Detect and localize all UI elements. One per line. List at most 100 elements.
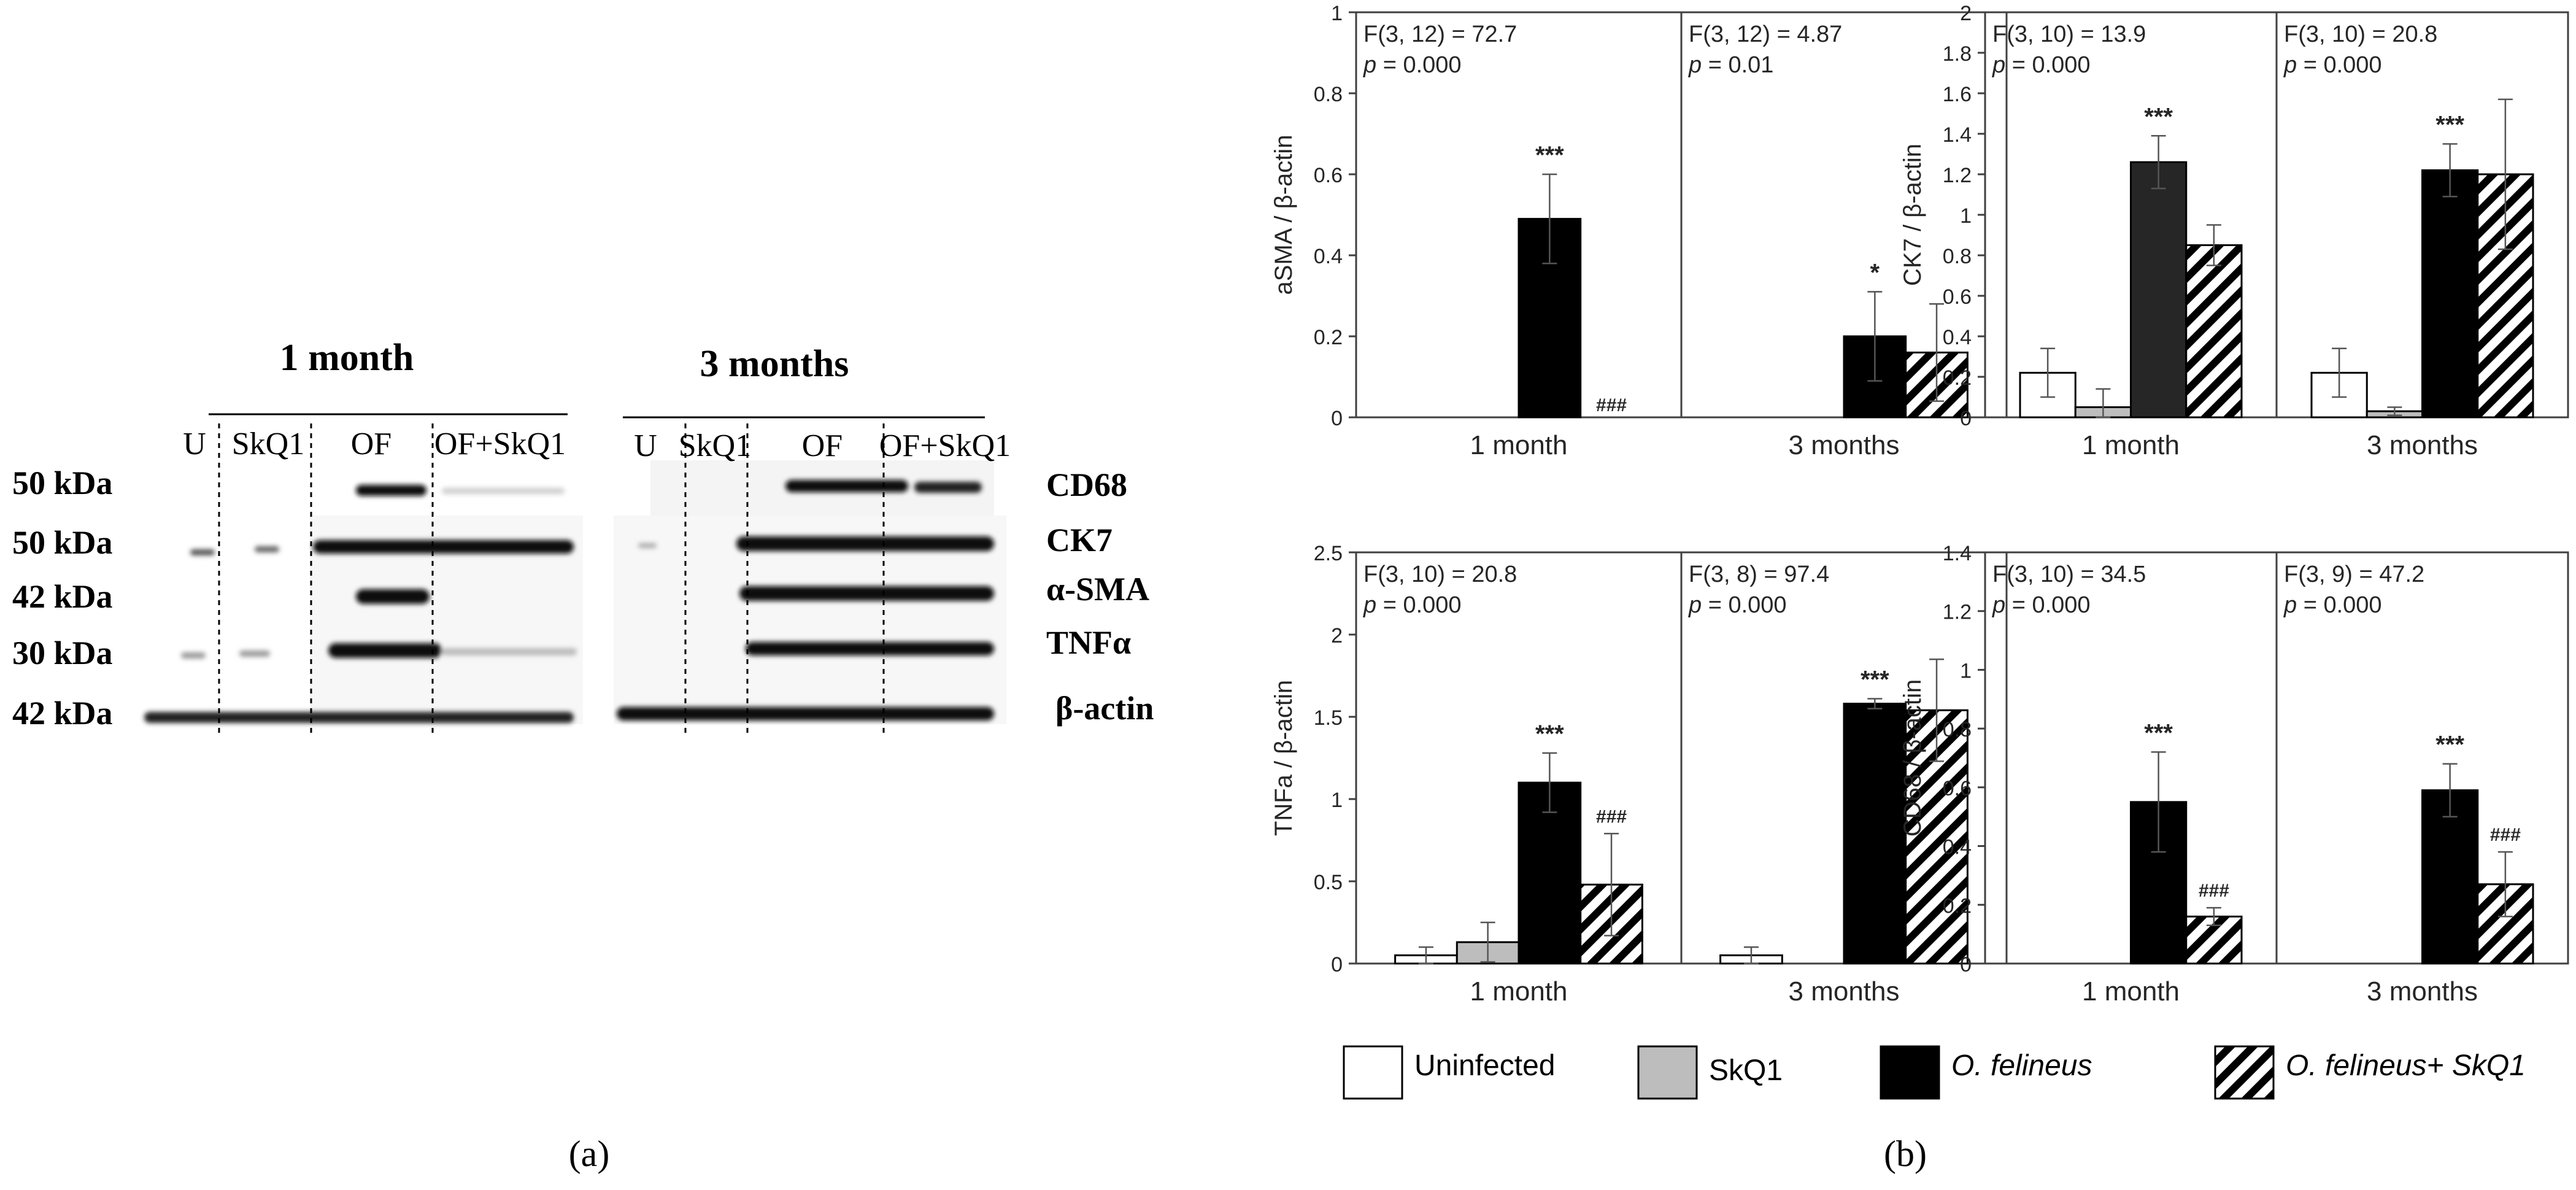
bar: [2130, 161, 2188, 419]
significance-label: ***: [1535, 142, 1564, 169]
mw-marker: 42 kDa: [12, 578, 113, 615]
y-tick-label: 0.4: [1314, 245, 1343, 268]
stat-p: p = 0.000: [1363, 592, 1462, 618]
timepoint-title-3-months: 3 months: [700, 343, 849, 385]
chart-2: 0 0.5 1 1.5 2 2.5 TNFa / β-actin 1 month F(3, 10…: [1270, 542, 2008, 1006]
bar: [2421, 169, 2479, 419]
chart-3: 0 0.2 0.4 0.6 0.8 1 1.2 1.4 CD68 / β-actin 1 mont…: [1899, 542, 2569, 1006]
bar: [2185, 244, 2243, 419]
western-blot-panel: 1 month 3 months U SkQ1 OF OF+SkQ1 U SkQ…: [12, 337, 1154, 1174]
lane-label-skq1: SkQ1: [679, 428, 751, 463]
stat-p: p = 0.000: [2283, 592, 2382, 618]
chart-0: 0 0.2 0.4 0.6 0.8 1 aSMA / β-actin 1 month F(3, …: [1270, 2, 2008, 460]
legend-swatch-uninfected: [1343, 1045, 1403, 1100]
x-category-label: 3 months: [2367, 976, 2478, 1006]
protein-label: α-SMA: [1046, 571, 1149, 608]
protein-label: β-actin: [1055, 690, 1154, 727]
y-tick-label: 1: [1331, 2, 1343, 25]
y-tick-label: 0.4: [1943, 326, 1972, 349]
y-tick-label: 2.5: [1314, 542, 1343, 565]
significance-label: ***: [2144, 719, 2173, 746]
stat-p: p = 0.000: [1992, 52, 2091, 78]
stat-f: F(3, 9) = 47.2: [2284, 562, 2424, 587]
chart-1: 0 0.2 0.4 0.6 0.8 1 1.2 1.4 1.6 1.8 2 CK7 / β-actin…: [1899, 2, 2569, 460]
y-tick-label: 0: [1331, 953, 1343, 976]
bar: [2421, 789, 2479, 965]
y-tick-label: 0: [1331, 407, 1343, 430]
y-tick-label: 0.8: [1314, 83, 1343, 106]
significance-label: ###: [1596, 395, 1627, 415]
lane-labels-1-month: U SkQ1 OF OF+SkQ1: [183, 427, 566, 462]
stat-p: p = 0.01: [1688, 52, 1773, 78]
y-tick-label: 1.6: [1943, 83, 1972, 106]
y-tick-label: 0.2: [1314, 326, 1343, 349]
blot-bands: [144, 480, 994, 723]
stat-f: F(3, 12) = 4.87: [1689, 21, 1842, 47]
lane-label-u: U: [634, 428, 657, 463]
y-axis-label: aSMA / β-actin: [1270, 135, 1297, 295]
significance-label: ***: [2144, 103, 2173, 130]
x-category-label: 1 month: [2082, 430, 2180, 460]
protein-labels: CD68 CK7 α-SMA TNFα β-actin: [1046, 466, 1154, 727]
significance-label: ***: [1861, 666, 1889, 694]
y-axis-label: CK7 / β-actin: [1899, 144, 1926, 286]
significance-label: ###: [2490, 825, 2521, 845]
x-category-label: 3 months: [1789, 430, 1900, 460]
legend-swatch-o-felineus: [1880, 1045, 1940, 1100]
y-tick-label: 1.8: [1943, 42, 1972, 66]
stat-f: F(3, 12) = 72.7: [1363, 21, 1517, 47]
stat-p: p = 0.000: [1992, 592, 2091, 618]
y-tick-label: 0.5: [1314, 871, 1343, 894]
mw-marker: 50 kDa: [12, 524, 113, 561]
legend-label-o-felineus-skq1: O. felineus+ SkQ1: [2286, 1049, 2526, 1082]
lane-label-u: U: [183, 427, 206, 462]
lane-label-skq1: SkQ1: [232, 427, 304, 462]
x-category-label: 1 month: [1470, 430, 1568, 460]
lane-separators: [218, 423, 885, 736]
y-tick-label: 1: [1331, 789, 1343, 812]
panel-label-b: (b): [1884, 1134, 1927, 1174]
protein-label: CD68: [1046, 466, 1127, 503]
mw-marker: 30 kDa: [12, 635, 113, 671]
lane-label-of-skq1: OF+SkQ1: [879, 428, 1011, 463]
y-tick-label: 1.2: [1943, 164, 1972, 187]
legend: Uninfected SkQ1 O. felineus O. felineus+…: [1343, 1045, 2526, 1100]
significance-label: ***: [2435, 112, 2464, 139]
stat-f: F(3, 10) = 13.9: [1992, 21, 2146, 47]
timepoint-title-1-month: 1 month: [280, 337, 414, 379]
bar: [1843, 703, 1907, 965]
y-tick-label: 0.2: [1943, 366, 1972, 390]
y-tick-label: 0.2: [1943, 894, 1972, 918]
stat-p: p = 0.000: [2283, 52, 2382, 78]
y-tick-label: 0.6: [1314, 164, 1343, 187]
mw-markers: 50 kDa 50 kDa 42 kDa 30 kDa 42 kDa: [12, 465, 113, 732]
y-tick-label: 1: [1960, 204, 1972, 228]
lane-label-of: OF: [802, 428, 843, 463]
protein-label: TNFα: [1046, 624, 1131, 661]
significance-label: ***: [1535, 721, 1564, 748]
legend-swatch-skq1: [1637, 1045, 1698, 1100]
y-tick-label: 0.8: [1943, 718, 1972, 741]
mw-marker: 42 kDa: [12, 695, 113, 732]
y-axis-label: CD68 / β-actin: [1899, 679, 1926, 836]
legend-swatch-o-felineus-skq1: [2214, 1045, 2275, 1100]
protein-label: CK7: [1046, 522, 1113, 558]
x-category-label: 3 months: [2367, 430, 2478, 460]
y-tick-label: 0.8: [1943, 245, 1972, 268]
y-tick-label: 0.4: [1943, 836, 1972, 859]
stat-f: F(3, 10) = 20.8: [1363, 562, 1517, 587]
y-tick-label: 2: [1331, 624, 1343, 647]
y-tick-label: 1.4: [1943, 542, 1972, 565]
significance-label: ***: [2435, 732, 2464, 759]
y-tick-label: 1.4: [1943, 123, 1972, 147]
stat-p: p = 0.000: [1688, 592, 1787, 618]
stat-f: F(3, 10) = 20.8: [2284, 21, 2437, 47]
significance-label: ###: [1596, 806, 1627, 827]
x-category-label: 1 month: [1470, 976, 1568, 1006]
y-axis-label: TNFa / β-actin: [1270, 680, 1297, 836]
y-tick-label: 2: [1960, 2, 1972, 25]
stat-f: F(3, 8) = 97.4: [1689, 562, 1829, 587]
y-tick-label: 0.6: [1943, 285, 1972, 309]
stat-p: p = 0.000: [1363, 52, 1462, 78]
